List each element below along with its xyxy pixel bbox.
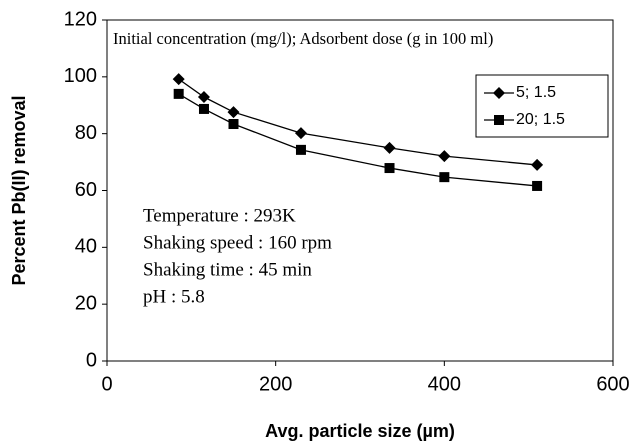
annotation: Initial concentration (mg/l); Adsorbent … [113, 29, 493, 48]
marker [198, 103, 209, 114]
y-tick-label: 120 [64, 8, 97, 30]
y-tick-label: 100 [64, 65, 97, 87]
legend-label: 20; 1.5 [516, 111, 565, 128]
x-tick-label: 400 [428, 373, 461, 395]
x-tick-label: 200 [259, 373, 292, 395]
annotation: Shaking time : 45 min [143, 259, 312, 280]
legend-marker [493, 87, 505, 99]
y-tick-label: 0 [86, 349, 97, 371]
legend-box [475, 74, 609, 138]
marker [228, 119, 239, 130]
marker [383, 141, 396, 154]
x-tick-label: 600 [596, 373, 629, 395]
annotation: Temperature : 293K [143, 205, 296, 226]
marker [531, 158, 544, 171]
x-axis-label: Avg. particle size (µm) [265, 421, 455, 441]
marker [294, 127, 307, 140]
y-tick-label: 40 [75, 236, 97, 258]
annotation: pH : 5.8 [143, 286, 205, 307]
y-tick-label: 60 [75, 179, 97, 201]
marker [227, 106, 240, 119]
annotation: Shaking speed : 160 rpm [143, 232, 332, 253]
marker [295, 144, 306, 155]
y-axis-label: Percent Pb(II) removal [9, 95, 29, 285]
legend-label: 5; 1.5 [516, 84, 556, 101]
y-tick-label: 80 [75, 122, 97, 144]
marker [172, 73, 185, 86]
y-tick-label: 20 [75, 292, 97, 314]
marker [438, 150, 451, 163]
x-tick-label: 0 [101, 373, 112, 395]
legend-marker [494, 115, 504, 125]
marker [532, 180, 543, 191]
marker [197, 91, 210, 104]
marker [439, 172, 450, 183]
marker [173, 88, 184, 99]
marker [384, 163, 395, 174]
